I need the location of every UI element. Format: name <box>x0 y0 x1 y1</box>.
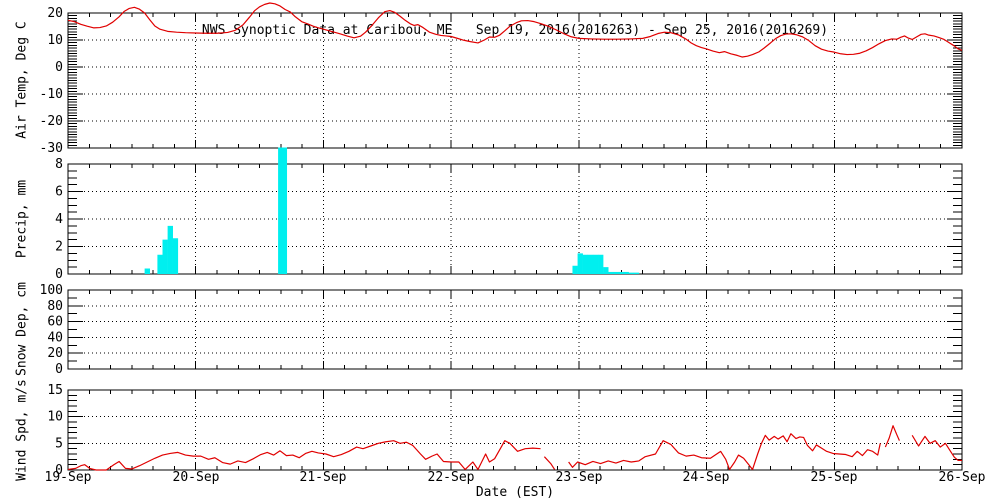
precip-bar <box>144 268 150 274</box>
panel-air-temp: -30 -20 -10 0 10 20 <box>40 2 963 156</box>
y-tick-label: 0 <box>55 463 63 478</box>
precip-bar <box>598 254 604 274</box>
y-tick-label: 10 <box>47 33 63 48</box>
x-tick-label-21-sep: 21-Sep <box>299 470 347 485</box>
x-tick-label-20-sep: 20-Sep <box>172 470 220 485</box>
y-tick-label: 20 <box>47 6 63 21</box>
wind-speed-line <box>543 456 556 470</box>
precip-bar <box>623 271 629 274</box>
y-tick-label: -20 <box>40 114 63 129</box>
y-tick-label: 6 <box>55 185 63 200</box>
precip-bar <box>613 271 619 274</box>
y-tick-label: 60 <box>47 315 63 330</box>
y-tick-label: 2 <box>55 240 63 255</box>
precip-bar <box>278 147 288 274</box>
y-tick-label: 8 <box>55 157 63 172</box>
precip-bar <box>628 272 635 274</box>
y-tick-labels-precip: 0 2 4 6 8 <box>55 157 63 282</box>
x-tick-label-24-sep: 24-Sep <box>682 470 730 485</box>
x-tick-label-25-sep: 25-Sep <box>810 470 858 485</box>
precip-bar <box>603 267 609 274</box>
y-tick-label: 5 <box>55 436 63 451</box>
y-tick-label: 0 <box>55 60 63 75</box>
y-tick-label: 100 <box>40 283 63 298</box>
precip-bar <box>162 239 168 274</box>
panel-precip: 0 2 4 6 8 <box>55 147 963 282</box>
y-tick-label: 40 <box>47 330 63 345</box>
y-tick-label: 10 <box>47 410 63 425</box>
precip-bar <box>572 265 578 274</box>
precip-bar <box>608 271 614 274</box>
precip-bar <box>157 254 163 274</box>
air-temp-line <box>67 2 963 58</box>
y-tick-label: 80 <box>47 299 63 314</box>
y-tick-label: -10 <box>40 87 63 102</box>
precip-bar <box>582 254 589 274</box>
x-axis-label: Date (EST) <box>475 485 555 500</box>
x-tick-label-26-sep: 26-Sep <box>938 470 986 485</box>
precip-bar <box>577 253 583 274</box>
wind-speed-line <box>884 425 900 448</box>
panel-wind-speed: 0 5 10 15 <box>47 383 963 478</box>
wind-speed-line <box>911 435 962 461</box>
precip-bar <box>618 271 624 274</box>
y-tick-label: -30 <box>40 141 63 156</box>
x-tick-label-19-sep: 19-Sep <box>44 470 92 485</box>
precip-bar <box>592 254 599 274</box>
y-tick-label: 15 <box>47 383 63 398</box>
wind-speed-line <box>67 440 541 471</box>
y-tick-label: 4 <box>55 212 63 227</box>
x-tick-label-23-sep: 23-Sep <box>555 470 603 485</box>
y-tick-label: 0 <box>55 267 63 282</box>
precip-bar <box>587 254 594 274</box>
x-tick-label-22-sep: 22-Sep <box>427 470 475 485</box>
y-tick-label: 0 <box>55 362 63 377</box>
y-tick-labels-wind-speed: 0 5 10 15 <box>47 383 63 478</box>
precip-bar <box>633 272 640 274</box>
y-tick-labels-air-temp: -30 -20 -10 0 10 20 <box>40 6 63 156</box>
precip-bar <box>172 238 179 274</box>
precip-bar <box>167 225 173 274</box>
chart-title: NWS Synoptic Data at Caribou, ME Sep 19,… <box>201 23 829 38</box>
y-tick-label: 20 <box>47 346 63 361</box>
wind-speed-line <box>568 433 881 471</box>
